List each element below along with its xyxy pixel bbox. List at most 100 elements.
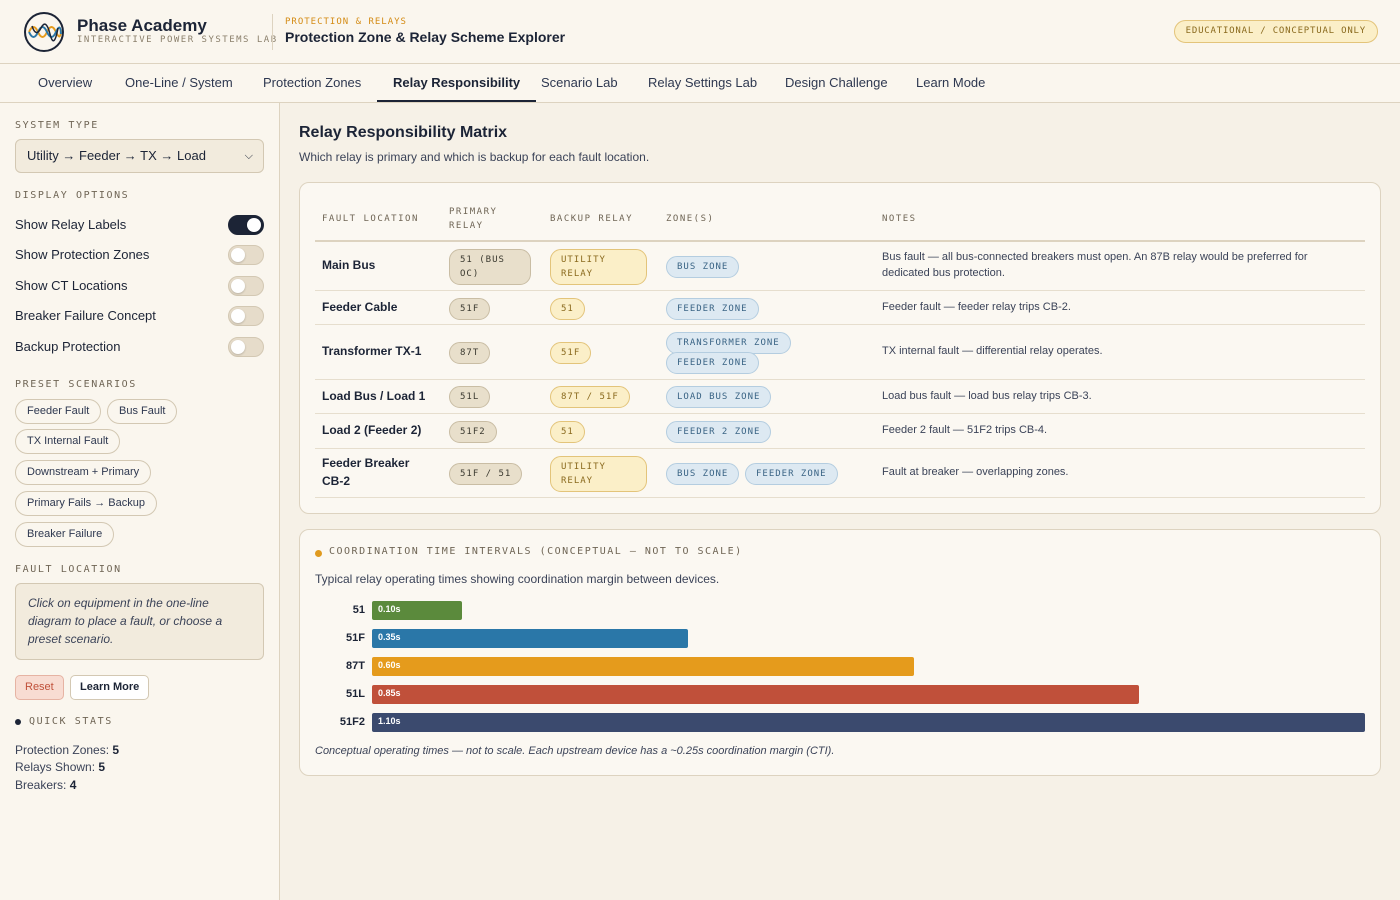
row-divider <box>315 379 1365 380</box>
preset-scenarios-label: PRESET SCENARIOS <box>15 379 137 390</box>
system-type-select[interactable]: Utility → Feeder → TX → Load ⌵ <box>15 139 264 173</box>
row-note: Feeder fault — feeder relay trips CB-2. <box>882 301 1071 313</box>
header-divider <box>315 240 1365 242</box>
chevron-down-icon: ⌵ <box>244 150 253 162</box>
stat-label: Relays Shown: <box>15 760 96 774</box>
zone-tag: FEEDER ZONE <box>666 352 759 374</box>
zone-tag: LOAD BUS ZONE <box>666 386 772 408</box>
primary-relay-tag: 87T <box>449 342 491 364</box>
breaker-failure-concept-toggle[interactable] <box>228 306 264 326</box>
bar-label-51: 51 <box>352 604 365 616</box>
matrix-title: Relay Responsibility Matrix <box>299 124 508 141</box>
preset-feeder-fault-button[interactable]: Feeder Fault <box>15 399 102 424</box>
quick-stats-dot-icon <box>15 719 21 725</box>
row-location-load-bus: Load Bus / Load 1 <box>322 389 426 403</box>
row-divider <box>315 448 1365 449</box>
tab-protection-zones[interactable]: Protection Zones <box>263 75 362 90</box>
zone-tag: FEEDER ZONE <box>745 463 838 485</box>
bar-51f: 0.35s <box>372 629 688 648</box>
coordination-subtitle: Typical relay operating times showing co… <box>315 572 720 586</box>
bar-label-51f2: 51F2 <box>339 716 365 728</box>
toggle-label: Show CT Locations <box>15 278 128 293</box>
bar-value-label: 0.35s <box>378 632 401 642</box>
toggle-label: Show Relay Labels <box>15 217 127 232</box>
toggle-knob <box>247 218 261 232</box>
stat-value: 4 <box>69 778 77 792</box>
row-note: Fault at breaker — overlapping zones. <box>882 466 1069 478</box>
brand-subtitle: INTERACTIVE POWER SYSTEMS LAB <box>77 35 278 45</box>
zone-tag: FEEDER ZONE <box>666 298 759 320</box>
toggle-row-breaker-failure: Breaker Failure Concept <box>15 305 264 327</box>
toggle-knob <box>231 279 245 293</box>
tab-design-challenge[interactable]: Design Challenge <box>785 75 888 90</box>
stat-value: 5 <box>112 743 120 757</box>
page-title: Protection Zone & Relay Scheme Explorer <box>285 29 566 45</box>
toggle-knob <box>231 309 245 323</box>
backup-protection-toggle[interactable] <box>228 337 264 357</box>
preset-tx-internal-fault-button[interactable]: TX Internal Fault <box>15 429 121 454</box>
header-fault-location: FAULT LOCATION <box>322 214 419 224</box>
bar-value-label: 0.85s <box>378 688 401 698</box>
show-ct-locations-toggle[interactable] <box>228 276 264 296</box>
tab-one-line-system[interactable]: One-Line / System <box>125 75 233 90</box>
coordination-title: COORDINATION TIME INTERVALS (CONCEPTUAL … <box>329 546 743 557</box>
row-note: Feeder 2 fault — 51F2 trips CB-4. <box>882 424 1048 436</box>
sidebar: SYSTEM TYPE Utility → Feeder → TX → Load… <box>0 103 280 900</box>
show-relay-labels-toggle[interactable] <box>228 215 264 235</box>
row-note: TX internal fault — differential relay o… <box>882 345 1103 357</box>
toggle-label: Backup Protection <box>15 339 121 354</box>
quick-stats-label: QUICK STATS <box>29 716 113 727</box>
row-divider <box>315 497 1365 498</box>
bar-label-51f: 51F <box>346 632 365 644</box>
backup-relay-tag: 51 <box>550 421 585 443</box>
bar-value-label: 0.60s <box>378 660 401 670</box>
bar-51f2: 1.10s <box>372 713 1365 732</box>
tab-overview[interactable]: Overview <box>38 75 93 90</box>
row-location-load-2: Load 2 (Feeder 2) <box>322 423 422 437</box>
stat-label: Protection Zones: <box>15 743 110 757</box>
fault-location-label: FAULT LOCATION <box>15 564 122 575</box>
toggle-row-ct-locations: Show CT Locations <box>15 275 264 297</box>
row-location-feeder-breaker: Feeder Breaker CB-2 <box>322 456 410 488</box>
row-note: Bus fault — all bus-connected breakers m… <box>882 251 1308 279</box>
toggle-knob <box>231 340 245 354</box>
main-tabs: Overview One-Line / System Protection Zo… <box>0 64 1400 103</box>
tab-relay-responsibility[interactable]: Relay Responsibility <box>377 64 537 102</box>
relay-matrix-card: FAULT LOCATION PRIMARY RELAY BACKUP RELA… <box>299 182 1381 514</box>
coordination-footnote: Conceptual operating times — not to scal… <box>315 745 835 757</box>
header-backup-relay: BACKUP RELAY <box>550 214 634 224</box>
zone-tag: FEEDER 2 ZONE <box>666 421 772 443</box>
header-zones: ZONE(S) <box>666 214 715 224</box>
coordination-dot-icon <box>315 550 322 557</box>
toggle-row-backup-protection: Backup Protection <box>15 336 264 358</box>
tab-learn-mode[interactable]: Learn Mode <box>916 75 986 90</box>
toggle-label: Breaker Failure Concept <box>15 308 156 323</box>
tab-relay-settings-lab[interactable]: Relay Settings Lab <box>648 75 758 90</box>
backup-relay-tag: 51F <box>550 342 592 364</box>
header-divider <box>272 14 273 50</box>
zone-tag: BUS ZONE <box>666 256 740 278</box>
toggle-row-protection-zones: Show Protection Zones <box>15 244 264 266</box>
show-protection-zones-toggle[interactable] <box>228 245 264 265</box>
coordination-card: COORDINATION TIME INTERVALS (CONCEPTUAL … <box>299 529 1381 776</box>
row-divider <box>315 324 1365 325</box>
educational-badge: EDUCATIONAL / CONCEPTUAL ONLY <box>1173 20 1378 43</box>
preset-breaker-failure-button[interactable]: Breaker Failure <box>15 522 115 547</box>
row-location-feeder-cable: Feeder Cable <box>322 300 398 314</box>
bar-value-label: 0.10s <box>378 604 401 614</box>
zone-tag: BUS ZONE <box>666 463 740 485</box>
primary-relay-tag: 51L <box>449 386 491 408</box>
bar-value-label: 1.10s <box>378 716 401 726</box>
row-divider <box>315 290 1365 291</box>
preset-bus-fault-button[interactable]: Bus Fault <box>107 399 178 424</box>
preset-downstream-primary-button[interactable]: Downstream + Primary <box>15 460 152 485</box>
backup-relay-tag: UTILITY RELAY <box>550 249 647 285</box>
preset-primary-fails-backup-button[interactable]: Primary Fails → Backup <box>15 491 157 516</box>
stat-value: 5 <box>98 760 106 774</box>
reset-button[interactable]: Reset <box>15 675 64 700</box>
header-kicker: PROTECTION & RELAYS <box>285 17 407 27</box>
primary-relay-tag: 51 (BUS OC) <box>449 249 531 285</box>
tab-scenario-lab[interactable]: Scenario Lab <box>541 75 618 90</box>
learn-more-button[interactable]: Learn More <box>70 675 150 700</box>
toggle-label: Show Protection Zones <box>15 247 150 262</box>
